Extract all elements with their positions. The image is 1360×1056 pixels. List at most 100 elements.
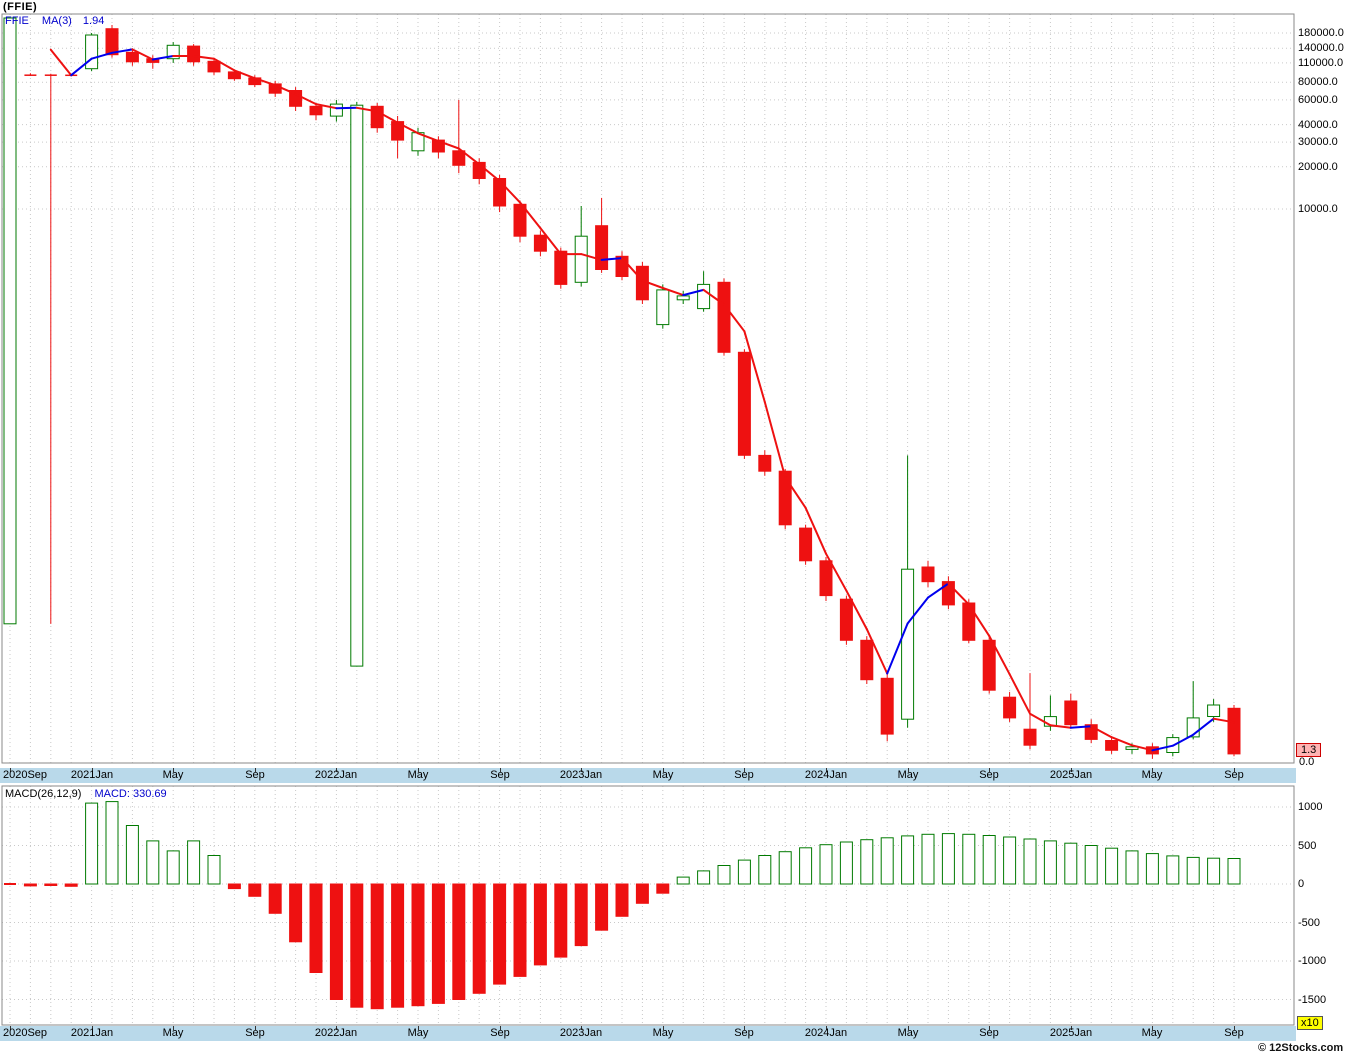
x-axis-label: Sep xyxy=(734,769,754,781)
x-axis-tick xyxy=(1071,1026,1072,1030)
x-axis-tick xyxy=(663,768,664,772)
x-axis-label: 2021Jan xyxy=(70,769,114,781)
candle xyxy=(839,595,853,645)
x-axis-label: May xyxy=(407,769,429,781)
price-axis-label: 20000.0 xyxy=(1298,161,1338,173)
x-axis-tick xyxy=(581,1026,582,1030)
x-axis-tick xyxy=(663,1026,664,1030)
candle xyxy=(860,636,874,684)
x-axis-tick xyxy=(255,1026,256,1030)
x-axis-tick xyxy=(173,768,174,772)
candle xyxy=(819,557,833,601)
x-axis-label: 2023Jan xyxy=(559,769,603,781)
x-axis-tick xyxy=(1071,768,1072,772)
x-axis-label: 2023Jan xyxy=(559,1027,603,1039)
candle xyxy=(187,44,201,66)
x-axis-label: May xyxy=(407,1027,429,1039)
x-axis-tick xyxy=(336,768,337,772)
x-axis-label: May xyxy=(652,1027,674,1039)
candle xyxy=(125,48,139,66)
x-axis-tick xyxy=(989,1026,990,1030)
candle xyxy=(1105,737,1119,754)
candle xyxy=(309,103,323,121)
price-panel-border xyxy=(1,13,1295,764)
x-axis-label: Sep xyxy=(979,769,999,781)
last-price-box: 1.3 xyxy=(1296,743,1322,757)
macd-current-value: MACD: 330.69 xyxy=(94,788,167,800)
macd-params-label: MACD(26,12,9) xyxy=(5,788,82,800)
candle xyxy=(1064,693,1078,728)
x-axis-label: Sep xyxy=(979,1027,999,1039)
candle xyxy=(941,576,955,610)
candle xyxy=(533,230,547,257)
x-axis-tick xyxy=(92,768,93,772)
x-axis-label: May xyxy=(1141,769,1163,781)
price-axis-label: 30000.0 xyxy=(1298,136,1338,148)
x-axis-label: 2022Jan xyxy=(314,769,358,781)
macd-bars xyxy=(4,801,1241,1010)
x-axis-tick xyxy=(173,1026,174,1030)
candle xyxy=(329,99,343,122)
candle xyxy=(799,524,813,565)
ma3-line xyxy=(49,48,1235,752)
price-axis-label: 110000.0 xyxy=(1298,57,1344,69)
candle xyxy=(350,101,364,667)
macd-axis-label: 500 xyxy=(1298,840,1317,852)
candle xyxy=(615,251,629,281)
price-axis-label: 10000.0 xyxy=(1298,203,1338,215)
x-axis-tick xyxy=(418,768,419,772)
chart-title: (FFIE) xyxy=(3,1,38,13)
candle xyxy=(717,278,731,356)
candle xyxy=(24,73,37,76)
x-axis-tick xyxy=(581,768,582,772)
candle xyxy=(411,127,425,156)
price-axis-label: 140000.0 xyxy=(1298,42,1344,54)
macd-axis-label: -1500 xyxy=(1298,994,1327,1006)
x-axis-label: 2020Sep xyxy=(3,769,48,781)
candle xyxy=(595,197,609,273)
x-axis-label: May xyxy=(897,769,919,781)
x-axis-strip-top: 2020Sep 2021Jan May Sep 2022Jan May Sep 2023Jan… xyxy=(0,768,1296,783)
x-axis-label: 2025Jan xyxy=(1049,1027,1093,1039)
x-axis-label: Sep xyxy=(1224,769,1244,781)
x-axis-label: Sep xyxy=(490,1027,510,1039)
x-axis-label: 2020Sep xyxy=(3,1027,48,1039)
macd-legend: MACD(26,12,9) MACD: 330.69 xyxy=(5,788,167,800)
candle xyxy=(44,73,57,624)
macd-axis-label: 0 xyxy=(1298,878,1305,890)
candle xyxy=(166,42,180,63)
x-axis-label: Sep xyxy=(1224,1027,1244,1039)
x-axis-tick xyxy=(744,1026,745,1030)
x-axis-label: Sep xyxy=(245,769,265,781)
x-axis-tick xyxy=(336,1026,337,1030)
macd-axis-label: -1000 xyxy=(1298,955,1327,967)
candle xyxy=(921,560,935,588)
candle xyxy=(452,99,466,174)
x-axis-label: Sep xyxy=(490,769,510,781)
x-axis-tick xyxy=(10,1026,11,1030)
price-axis-label: 40000.0 xyxy=(1298,119,1338,131)
x-axis-tick xyxy=(10,768,11,772)
x-axis-tick xyxy=(826,1026,827,1030)
candle xyxy=(758,450,772,476)
x-axis-tick xyxy=(1234,768,1235,772)
candle xyxy=(370,103,384,133)
candle xyxy=(105,25,119,58)
x-axis-tick xyxy=(1152,1026,1153,1030)
price-axis-label: 180000.0 xyxy=(1298,27,1344,39)
candle xyxy=(737,349,751,459)
candle xyxy=(1003,691,1017,722)
x-axis-label: 2021Jan xyxy=(70,1027,114,1039)
x-axis-tick xyxy=(500,1026,501,1030)
x-axis-tick xyxy=(92,1026,93,1030)
candle xyxy=(289,87,303,111)
x-axis-label: 2024Jan xyxy=(804,769,848,781)
x-axis-tick xyxy=(500,768,501,772)
candle xyxy=(635,261,649,304)
legend-symbol: FFIE xyxy=(5,15,29,27)
x-axis-tick xyxy=(1152,768,1153,772)
candle xyxy=(880,674,894,742)
x-axis-label: 2022Jan xyxy=(314,1027,358,1039)
x-axis-tick xyxy=(418,1026,419,1030)
x-axis-label: Sep xyxy=(734,1027,754,1039)
